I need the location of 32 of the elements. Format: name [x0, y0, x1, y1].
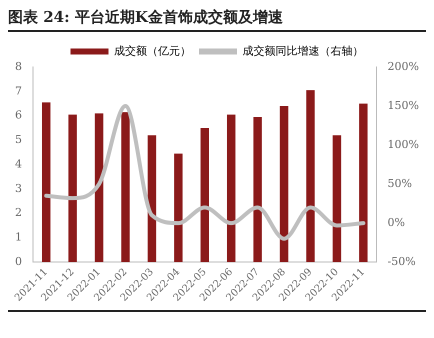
y2-tick-label: 0%: [388, 216, 406, 229]
y2-tick-label: -50%: [388, 254, 416, 268]
bar: [121, 112, 130, 262]
bar: [359, 104, 368, 262]
y2-tick-label: 200%: [388, 60, 420, 73]
y2-tick-label: 150%: [388, 98, 420, 112]
legend-label: 成交额同比增速（右轴）: [242, 44, 364, 58]
y-tick-label: 6: [15, 108, 22, 122]
y-tick-label: 7: [15, 84, 22, 98]
y-tick-label: 0: [15, 254, 22, 268]
bar: [306, 90, 315, 262]
legend-label: 成交额（亿元）: [114, 44, 191, 58]
line-series: [44, 104, 366, 241]
bar: [148, 135, 156, 262]
y-tick-label: 3: [15, 182, 22, 195]
bar: [200, 128, 210, 262]
bar: [174, 154, 183, 262]
y-tick-label: 1: [15, 230, 22, 244]
y-tick-label: 5: [15, 133, 22, 146]
bar: [42, 102, 50, 262]
chart-title: 图表 24: 平台近期K金首饰成交额及增速: [8, 8, 426, 32]
bar: [226, 114, 236, 262]
y-tick-label: 2: [15, 206, 22, 220]
y-tick-label: 8: [15, 60, 22, 73]
bar: [253, 117, 262, 262]
y-tick-label: 4: [15, 157, 22, 170]
y2-tick-label: 50%: [388, 176, 412, 190]
bar: [68, 114, 77, 262]
y2-tick-label: 100%: [388, 138, 420, 151]
bar: [94, 113, 104, 262]
bar: [280, 106, 288, 262]
bar: [332, 135, 342, 262]
